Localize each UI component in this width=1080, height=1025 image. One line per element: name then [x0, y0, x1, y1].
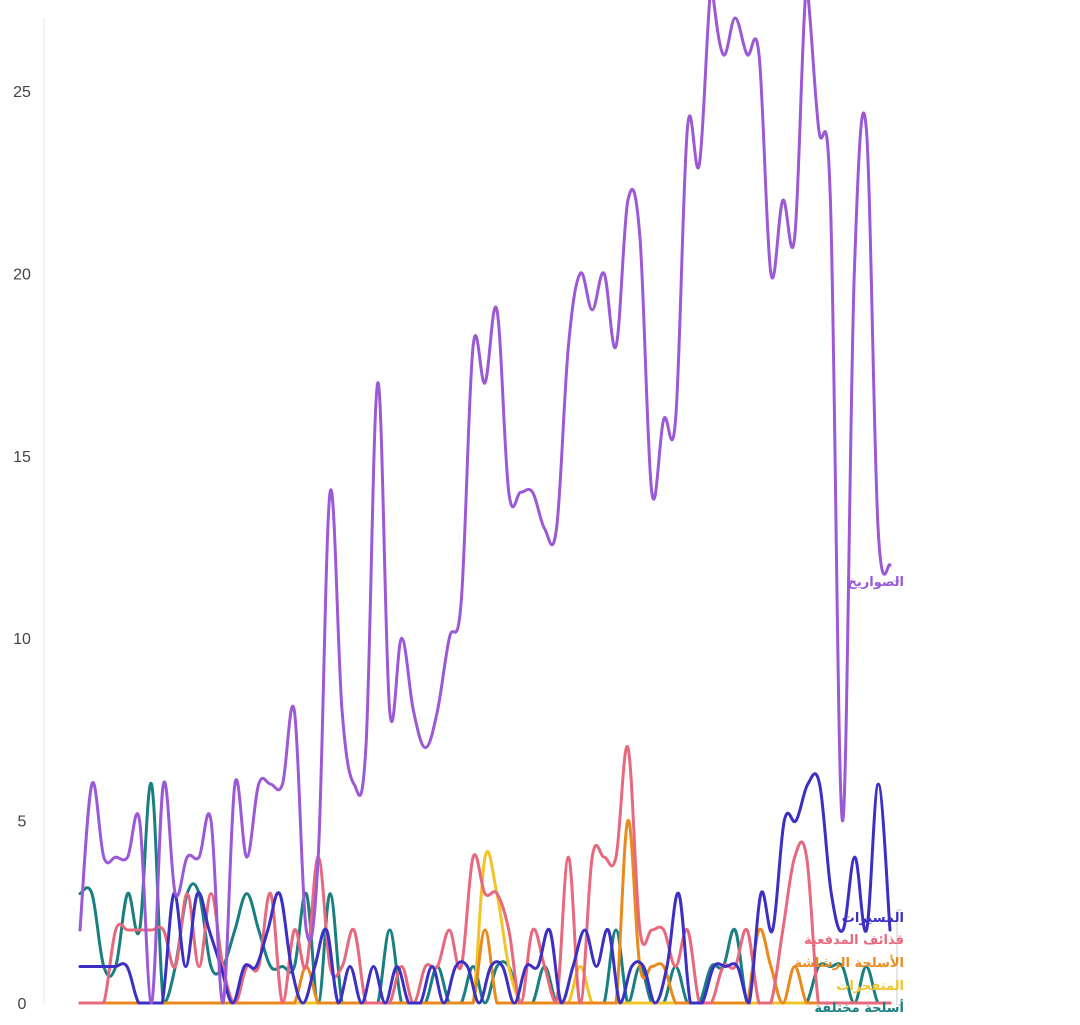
series-label-المسيرات: المسيرات — [842, 911, 904, 926]
series-labels: الصواريخ المسيرات قذائف المدفعية الأسلحة ال… — [794, 575, 904, 1016]
y-tick-label-10: 10 — [13, 631, 31, 648]
y-tick-label-0: 0 — [18, 996, 27, 1013]
y-tick-label-5: 5 — [18, 814, 27, 831]
series-label-المتفجرات: المتفجرات — [836, 979, 904, 994]
series-label-الصواريخ: الصواريخ — [848, 575, 905, 590]
series-label-قذائف-المدفعية: قذائف المدفعية — [804, 933, 904, 948]
y-tick-label-15: 15 — [13, 449, 31, 466]
series-line-الصواريخ — [78, 0, 892, 1005]
y-tick-label-20: 20 — [13, 266, 31, 283]
series-label-الأسلحة-الرشاشة: الأسلحة الرشاشة — [794, 954, 904, 971]
y-tick-label-25: 25 — [13, 84, 31, 101]
label-bracket — [896, 909, 902, 1006]
series-line-قذائف-المدفعية — [78, 745, 892, 1005]
series-label-أسلحة-مختلفة: أسلحة مختلفة — [814, 999, 904, 1016]
series-line-المسيرات — [78, 772, 892, 1005]
series-lines — [78, 0, 892, 1005]
y-tick-labels: 0 5 10 15 20 25 — [13, 84, 31, 1013]
